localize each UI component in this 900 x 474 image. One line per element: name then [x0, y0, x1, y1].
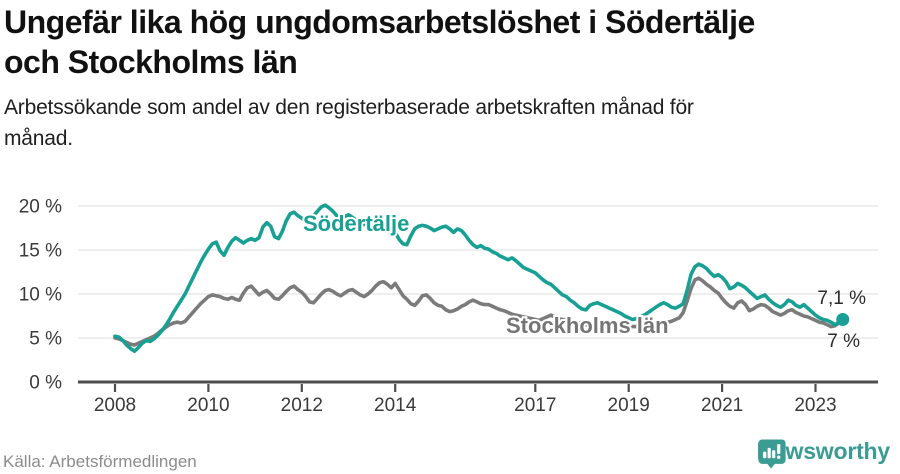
- series-label-stockholms-lan: Stockholms län: [506, 313, 669, 338]
- y-tick-label: 15 %: [19, 241, 62, 262]
- x-tick-label: 2012: [281, 395, 323, 416]
- source-attribution: Källa: Arbetsförmedlingen: [3, 452, 197, 471]
- subtitle-line-1: Arbetssökande som andel av den registerb…: [4, 96, 694, 119]
- x-tick-label: 2023: [794, 395, 836, 416]
- series-lines: [113, 203, 845, 353]
- y-tick-label: 0 %: [29, 373, 62, 394]
- y-tick-label: 20 %: [19, 197, 62, 218]
- x-tick-label: 2008: [94, 395, 136, 416]
- chart-subtitle: Arbetssökande som andel av den registerb…: [4, 92, 896, 154]
- end-dot-sodertalje: [836, 313, 850, 327]
- x-axis-tick-labels: 2008 2010 2012 2014 2017 2019 2021 2023: [94, 395, 837, 416]
- x-axis: [78, 380, 878, 392]
- x-tick-label: 2010: [187, 395, 229, 416]
- newsworthy-bar-chart-icon: [757, 439, 786, 469]
- y-tick-label: 5 %: [29, 329, 62, 350]
- subtitle-line-2: månad.: [4, 127, 73, 150]
- x-tick-label: 2019: [608, 395, 650, 416]
- end-value-label-stockholms-lan: 7 %: [827, 331, 860, 352]
- page-title: Ungefär lika hög ungdomsarbetslöshet i S…: [4, 2, 896, 82]
- title-line-1: Ungefär lika hög ungdomsarbetslöshet i S…: [4, 4, 755, 40]
- series-line-sodertalje: [113, 203, 845, 353]
- y-tick-label: 10 %: [19, 285, 62, 306]
- series-end-dots: [836, 313, 850, 327]
- header: Ungefär lika hög ungdomsarbetslöshet i S…: [4, 2, 896, 154]
- newsworthy-logo: Newsworthy: [757, 438, 890, 469]
- series-label-sodertalje: Södertälje: [303, 211, 409, 236]
- end-value-label-sodertalje: 7,1 %: [817, 288, 866, 309]
- x-tick-label: 2021: [701, 395, 743, 416]
- title-line-2: och Stockholms län: [4, 44, 298, 80]
- y-axis-tick-labels: 0 % 5 % 10 % 15 % 20 %: [19, 197, 62, 394]
- gridlines: [78, 205, 878, 339]
- logo-bars-and-exclamation: [762, 444, 780, 459]
- x-tick-label: 2014: [374, 395, 417, 416]
- x-tick-label: 2017: [514, 395, 556, 416]
- series-line-stockholms-lan: [113, 276, 845, 347]
